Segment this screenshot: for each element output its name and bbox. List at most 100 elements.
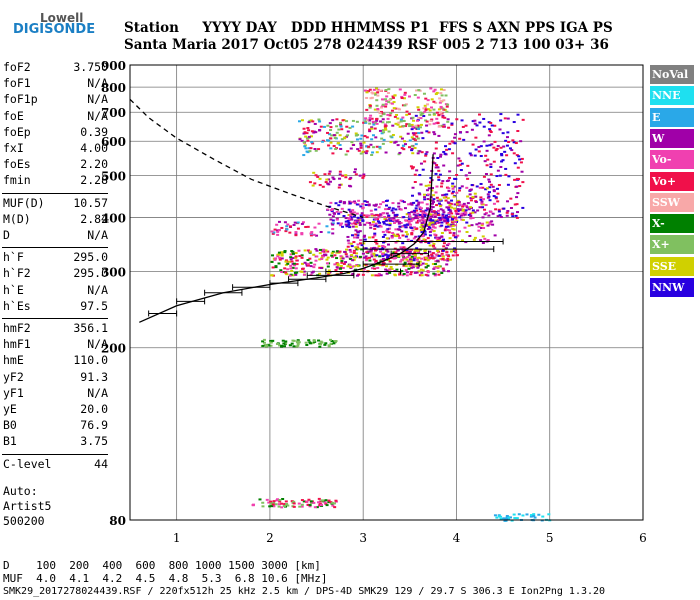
trace-point xyxy=(292,502,296,505)
trace-point xyxy=(342,215,346,218)
param-value: 20.0 xyxy=(80,402,108,416)
trace-point xyxy=(309,234,313,237)
trace-point xyxy=(315,506,319,509)
trace-point xyxy=(411,264,415,267)
trace-point xyxy=(378,221,382,224)
trace-point xyxy=(489,173,493,176)
trace-point xyxy=(383,233,387,236)
trace-point xyxy=(329,501,333,504)
trace-point xyxy=(529,514,533,517)
trace-point xyxy=(418,126,422,129)
trace-point xyxy=(358,223,362,226)
trace-point xyxy=(395,213,399,216)
trace-point xyxy=(515,517,519,520)
trace-point xyxy=(415,119,419,122)
trace-point xyxy=(414,132,418,135)
trace-point xyxy=(385,212,389,215)
trace-point xyxy=(506,210,510,213)
trace-point xyxy=(529,515,533,518)
trace-point xyxy=(496,192,500,195)
trace-point xyxy=(431,244,435,247)
x-tick-label: 4 xyxy=(453,531,461,545)
trace-point xyxy=(405,223,409,226)
trace-point xyxy=(340,138,344,141)
trace-point xyxy=(365,91,369,94)
trace-point xyxy=(322,125,326,128)
trace-point xyxy=(387,88,391,91)
trace-point xyxy=(371,220,375,223)
trace-point xyxy=(400,258,404,261)
trace-point xyxy=(258,498,262,501)
trace-point xyxy=(501,132,505,135)
trace-point xyxy=(294,231,298,234)
trace-point xyxy=(402,246,406,249)
trace-point xyxy=(441,114,445,117)
trace-point xyxy=(337,128,341,131)
trace-point xyxy=(329,218,333,221)
param-separator xyxy=(2,453,108,455)
trace-point xyxy=(434,93,438,96)
trace-point xyxy=(363,238,367,241)
trace-point xyxy=(450,220,454,223)
trace-point xyxy=(481,242,485,245)
trace-point xyxy=(430,213,434,216)
trace-point xyxy=(441,116,445,119)
trace-point xyxy=(351,272,355,275)
trace-point xyxy=(378,129,382,132)
trace-point xyxy=(482,117,486,120)
trace-point xyxy=(354,256,358,259)
trace-point xyxy=(453,203,457,206)
trace-point xyxy=(324,502,328,505)
trace-point xyxy=(311,184,315,187)
y-tick-label: 700 xyxy=(101,106,126,120)
trace-point xyxy=(360,212,364,215)
trace-point xyxy=(468,152,472,155)
trace-point xyxy=(300,232,304,235)
trace-point xyxy=(372,88,376,91)
trace-point xyxy=(346,150,350,153)
trace-point xyxy=(433,162,437,165)
trace-point xyxy=(349,242,353,245)
trace-point xyxy=(332,178,336,181)
trace-point xyxy=(291,274,295,277)
trace-point xyxy=(493,234,497,237)
trace-point xyxy=(339,264,343,267)
trace-point xyxy=(308,504,312,507)
trace-point xyxy=(307,121,311,124)
trace-point xyxy=(405,274,409,277)
trace-point xyxy=(289,258,293,261)
trace-point xyxy=(327,144,331,147)
trace-point xyxy=(418,260,422,263)
trace-point xyxy=(439,153,443,156)
trace-point xyxy=(450,199,454,202)
trace-point xyxy=(347,223,351,226)
trace-point xyxy=(272,500,276,503)
trace-point xyxy=(327,183,331,186)
trace-point xyxy=(385,272,389,275)
trace-point xyxy=(316,175,320,178)
trace-point xyxy=(314,174,318,177)
trace-point xyxy=(300,222,304,225)
trace-point xyxy=(370,153,374,156)
trace-point xyxy=(354,132,358,135)
trace-point xyxy=(383,123,387,126)
trace-point xyxy=(401,225,405,228)
trace-point xyxy=(402,201,406,204)
trace-point xyxy=(368,236,372,239)
trace-point xyxy=(509,197,513,200)
trace-point xyxy=(274,503,278,506)
trace-point xyxy=(442,108,446,111)
trace-point xyxy=(452,232,456,235)
trace-point xyxy=(505,517,509,520)
trace-point xyxy=(519,140,523,143)
trace-point xyxy=(415,271,419,274)
trace-point xyxy=(489,183,493,186)
trace-point xyxy=(378,145,382,148)
trace-point xyxy=(424,241,428,244)
trace-point xyxy=(338,183,342,186)
trace-point xyxy=(285,502,289,505)
trace-point xyxy=(358,174,362,177)
trace-point xyxy=(397,255,401,258)
trace-point xyxy=(283,251,287,254)
